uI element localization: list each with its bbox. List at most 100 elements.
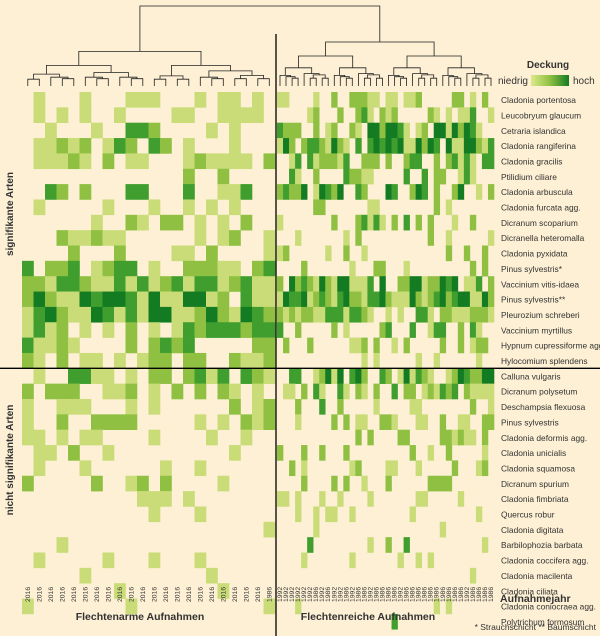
heatmap-cell bbox=[319, 399, 326, 415]
heatmap-cell bbox=[403, 214, 410, 231]
heatmap-cell bbox=[160, 352, 172, 369]
year-label: 2016 bbox=[197, 587, 204, 602]
heatmap-cell bbox=[433, 153, 441, 170]
legend-low-label: niedrig bbox=[498, 76, 528, 87]
heatmap-cell bbox=[183, 168, 195, 185]
heatmap-cell bbox=[79, 184, 92, 200]
heatmap-cell bbox=[469, 322, 477, 338]
heatmap-cell bbox=[325, 291, 332, 308]
heatmap-cell bbox=[361, 337, 368, 354]
dendrogram-branch bbox=[475, 74, 489, 79]
species-label: Pinus sylvestris bbox=[501, 417, 559, 427]
heatmap-cell bbox=[194, 506, 207, 523]
heatmap-cell bbox=[457, 414, 465, 430]
heatmap-cell bbox=[325, 276, 332, 292]
species-label: Cladonia coniocraea agg. bbox=[501, 602, 596, 612]
heatmap-cell bbox=[403, 92, 410, 108]
heatmap-cell bbox=[33, 153, 46, 170]
heatmap-cell bbox=[91, 260, 103, 277]
heatmap-cell bbox=[45, 260, 57, 277]
heatmap-cell bbox=[475, 306, 483, 323]
heatmap-cell bbox=[22, 276, 34, 292]
heatmap-cell bbox=[319, 445, 326, 461]
heatmap-cell bbox=[252, 291, 264, 308]
heatmap-cell bbox=[79, 230, 92, 246]
heatmap-cell bbox=[391, 337, 398, 354]
species-label: Cladonia rangiferina bbox=[501, 141, 576, 151]
heatmap-cell bbox=[367, 306, 374, 323]
year-label: 1986 bbox=[446, 587, 453, 602]
dendrogram-branch bbox=[364, 77, 371, 86]
heatmap-cell bbox=[451, 368, 459, 384]
heatmap-cell bbox=[45, 138, 57, 154]
dendrogram-branch bbox=[303, 73, 320, 86]
year-label: 2016 bbox=[232, 587, 239, 602]
heatmap-cell bbox=[283, 491, 290, 507]
heatmap-cell bbox=[114, 383, 126, 400]
heatmap-cell bbox=[469, 567, 477, 584]
heatmap-cell bbox=[148, 306, 161, 323]
heatmap-cell bbox=[206, 306, 218, 323]
heatmap-cell bbox=[397, 276, 404, 292]
heatmap-cell bbox=[91, 230, 103, 246]
heatmap-cell bbox=[229, 352, 241, 369]
heatmap-cell bbox=[415, 122, 422, 139]
heatmap-cell bbox=[397, 368, 404, 384]
year-label: 2016 bbox=[243, 587, 250, 602]
heatmap-cell bbox=[263, 245, 276, 262]
species-label: Pinus sylvestris* bbox=[501, 264, 563, 274]
heatmap-cell bbox=[439, 414, 447, 430]
heatmap-cell bbox=[33, 552, 46, 569]
heatmap-cell bbox=[403, 260, 410, 277]
species-label: Ptilidium ciliare bbox=[501, 172, 557, 182]
heatmap-cell bbox=[217, 383, 230, 400]
heatmap-cell bbox=[427, 214, 435, 231]
heatmap-cell bbox=[307, 337, 314, 354]
heatmap-cell bbox=[240, 306, 253, 323]
heatmap-cell bbox=[385, 138, 392, 154]
heatmap-cell bbox=[295, 306, 302, 323]
heatmap-cell bbox=[56, 337, 69, 354]
heatmap-cell bbox=[451, 138, 459, 154]
heatmap-cell bbox=[463, 429, 471, 446]
heatmap-cell bbox=[125, 368, 138, 384]
heatmap-cell bbox=[252, 107, 264, 123]
heatmap-cell bbox=[355, 337, 362, 354]
year-label: 2016 bbox=[128, 587, 135, 602]
heatmap-cell bbox=[385, 414, 392, 430]
heatmap-cell bbox=[22, 322, 34, 338]
heatmap-cell bbox=[403, 168, 410, 185]
heatmap-cell bbox=[301, 138, 308, 154]
heatmap-cell bbox=[33, 107, 46, 123]
heatmap-cell bbox=[56, 414, 69, 430]
heatmap-cell bbox=[379, 122, 386, 139]
year-axis-label: Aufnahmejahr bbox=[500, 593, 571, 605]
heatmap-cell bbox=[445, 153, 453, 170]
heatmap-cell bbox=[409, 184, 416, 200]
heatmap-cell bbox=[349, 506, 356, 523]
heatmap-cell bbox=[252, 383, 264, 400]
heatmap-cell bbox=[22, 598, 34, 615]
heatmap-cell bbox=[451, 306, 459, 323]
heatmap-cell bbox=[487, 107, 495, 123]
heatmap-cell bbox=[114, 291, 126, 308]
heatmap-cell bbox=[469, 168, 477, 185]
heatmap-cell bbox=[349, 92, 356, 108]
heatmap-cell bbox=[319, 153, 326, 170]
heatmap-cell bbox=[295, 598, 302, 615]
heatmap-cell bbox=[22, 337, 34, 354]
heatmap-cell bbox=[217, 168, 230, 185]
heatmap-cell bbox=[361, 168, 368, 185]
year-label: 2016 bbox=[174, 587, 181, 602]
heatmap-cell bbox=[102, 383, 115, 400]
dendrogram-branch bbox=[454, 77, 462, 86]
heatmap-cell bbox=[229, 322, 241, 338]
heatmap-cell bbox=[125, 276, 138, 292]
heatmap-cell bbox=[457, 107, 465, 123]
heatmap-cell bbox=[68, 230, 80, 246]
year-label: 2016 bbox=[151, 587, 158, 602]
heatmap-cell bbox=[337, 138, 344, 154]
heatmap-cell bbox=[397, 306, 404, 323]
heatmap-cell bbox=[263, 414, 276, 430]
heatmap-cell bbox=[263, 322, 276, 338]
